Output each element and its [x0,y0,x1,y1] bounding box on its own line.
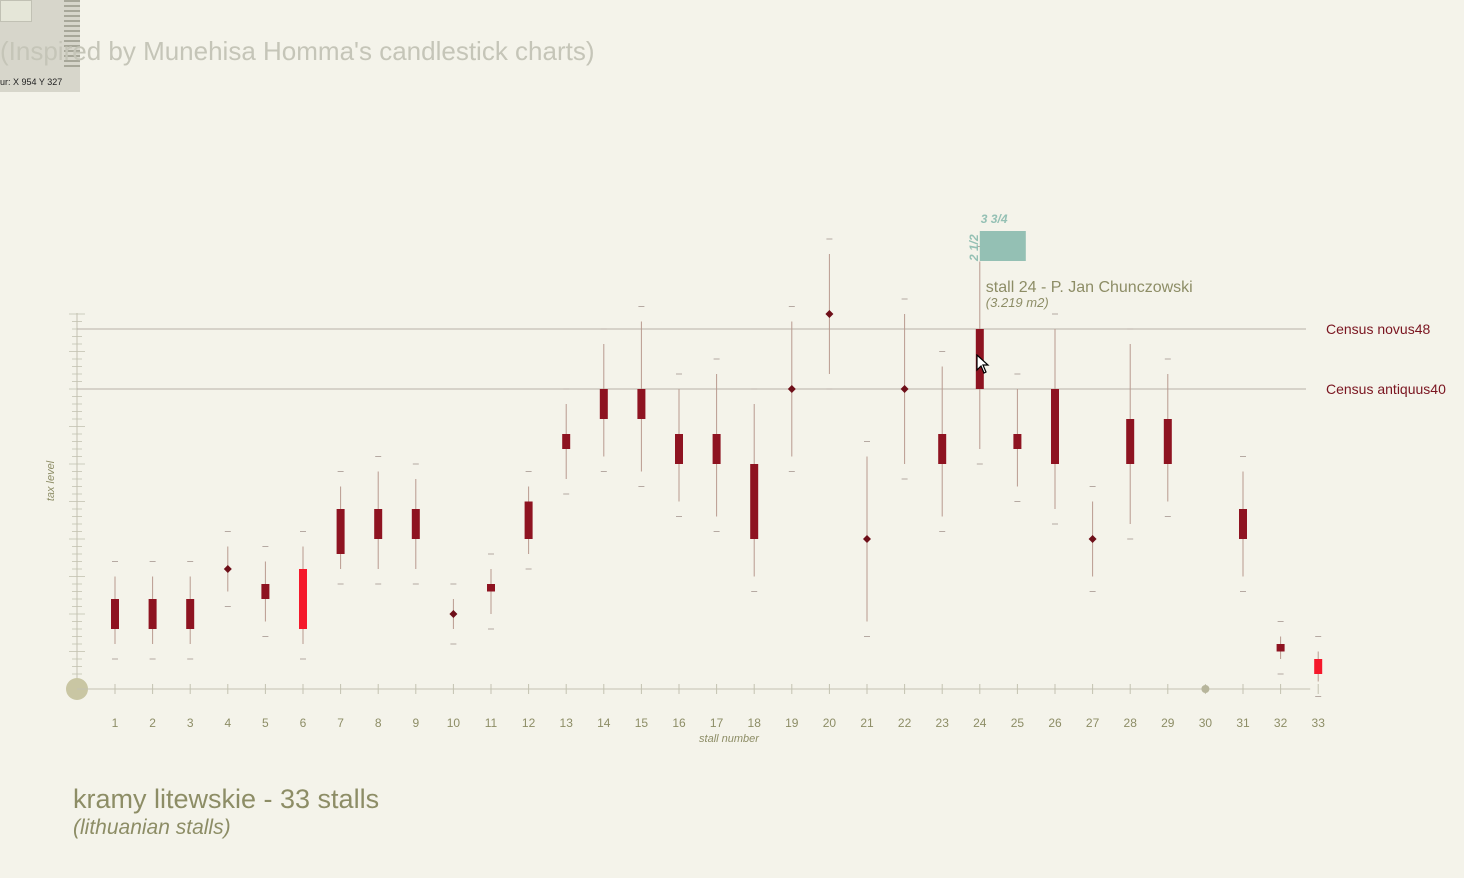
x-tick-label: 12 [522,716,536,730]
x-tick-label: 16 [672,716,686,730]
x-tick-label: 19 [785,716,799,730]
x-tick-label: 15 [635,716,649,730]
x-tick-label: 5 [262,716,269,730]
stall-body [1239,509,1247,539]
stall-diamond [825,310,834,318]
x-tick-label: 24 [973,716,987,730]
header-subtitle: (Inspired by Munehisa Homma's candlestic… [0,36,595,66]
thumbnail-panel[interactable] [0,0,80,92]
stall-body [712,434,721,464]
stall-dimension-box [979,231,1026,261]
x-tick-label: 26 [1048,716,1062,730]
chart-footer-title: kramy litewskie - 33 stalls [73,784,380,814]
x-tick-label: 32 [1274,716,1288,730]
stall-body [336,509,345,554]
x-tick-label: 21 [860,716,874,730]
x-tick-label: 9 [412,716,419,730]
x-tick-label: 17 [710,716,724,730]
stall-body [1051,389,1059,464]
stall-body [1163,419,1172,464]
x-tick-label: 23 [936,716,950,730]
stall-diamond [787,385,796,393]
stall-diamond [1088,535,1097,543]
x-tick-label: 31 [1236,716,1250,730]
stall-diamond [900,385,909,393]
x-axis-label: stall number [699,733,760,745]
stall-body [261,584,270,599]
stall-body [599,389,608,419]
stall-width-label: 3 3/4 [981,212,1008,226]
tooltip-title: stall 24 - P. Jan Chunczowski [986,279,1193,296]
stall-body [148,599,157,629]
x-tick-label: 20 [823,716,837,730]
stall-body [938,434,947,464]
chart-footer-subtitle: (lithuanian stalls) [73,816,231,839]
stall-body [1314,659,1323,674]
stall-body [675,434,683,464]
reference-line-label: Census novus48 [1326,321,1431,337]
stall-body [562,434,571,449]
x-tick-label: 33 [1312,716,1326,730]
x-tick-label: 13 [560,716,574,730]
x-tick-label: 7 [337,716,344,730]
stall-body [524,501,533,539]
x-tick-label: 1 [112,716,119,730]
x-tick-label: 22 [898,716,912,730]
x-tick-label: 6 [300,716,307,730]
stall-diamond [863,535,871,543]
x-tick-label: 10 [447,716,461,730]
x-tick-label: 3 [187,716,194,730]
x-tick-label: 11 [485,716,498,730]
stall-body [374,509,383,539]
stall-depth-label: 2 1/2 [967,234,981,262]
cursor-readout: ur: X 954 Y 327 [0,77,63,87]
x-tick-label: 18 [748,716,762,730]
x-tick-label: 29 [1161,716,1175,730]
stall-diamond [449,610,458,618]
x-tick-label: 4 [224,716,231,730]
tooltip-area: (3.219 m2) [986,295,1049,310]
stall-body [299,569,307,629]
stall-diamond [223,565,232,573]
reference-line-label: Census antiquus40 [1326,381,1446,397]
stall-body [1013,434,1022,449]
stall-body [111,599,119,629]
x-tick-label: 25 [1011,716,1025,730]
mouse-pointer-icon [976,354,990,374]
x-tick-label: 28 [1124,716,1138,730]
y-axis-label: tax level [45,460,57,501]
stall-body [411,509,420,539]
x-tick-label: 14 [597,716,611,730]
x-tick-label: 27 [1086,716,1100,730]
stall-body [1276,644,1285,652]
stall-body [637,389,646,419]
stall-empty-marker [1201,685,1210,693]
x-tick-label: 2 [149,716,156,730]
x-tick-label: 8 [375,716,382,730]
thumbnail-viewport[interactable] [0,0,32,22]
x-tick-label: 30 [1199,716,1213,730]
stall-body [487,584,495,592]
stall-body [750,464,759,539]
thumbnail-scale-icon [64,0,80,70]
stall-body [1126,419,1135,464]
stall-body [186,599,195,629]
